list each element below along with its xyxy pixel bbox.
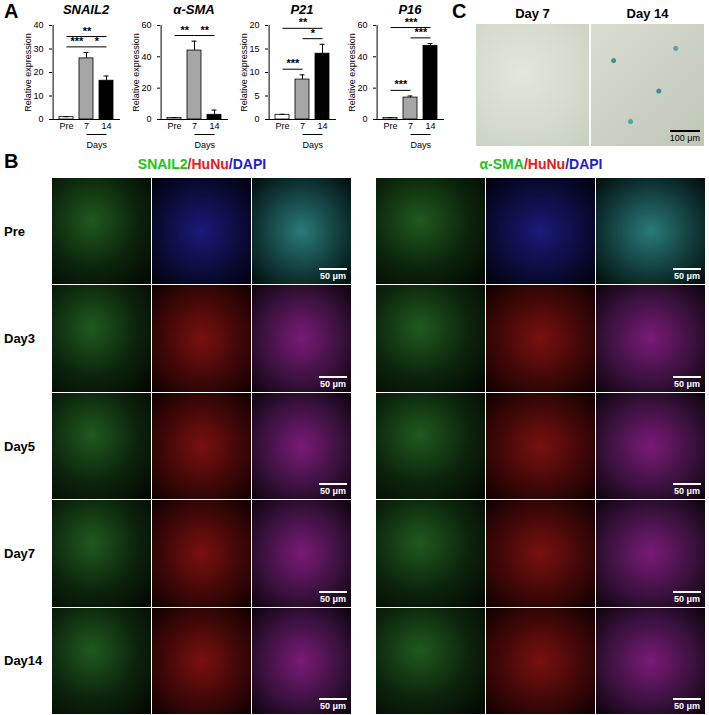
html-text:50 μm: 50 μm xyxy=(320,593,346,604)
html-text:α-SMA /HuNu /DAPI: α-SMA /HuNu /DAPI xyxy=(479,156,603,172)
svg-text:20: 20 xyxy=(249,20,259,30)
html-text:A: A xyxy=(4,0,19,22)
svg-text:**: ** xyxy=(181,24,190,36)
svg-text:5: 5 xyxy=(254,91,259,101)
html-text:SNAIL2 /HuNu /DAPI: SNAIL2 /HuNu /DAPI xyxy=(137,156,267,172)
svg-text:7: 7 xyxy=(300,121,305,131)
svg-text:Relative expression: Relative expression xyxy=(23,33,33,112)
html-text:50 μm: 50 μm xyxy=(320,378,346,389)
svg-text:**: ** xyxy=(299,16,308,28)
svg-text:***: *** xyxy=(414,26,428,38)
html-text:Pre: Pre xyxy=(4,223,25,239)
svg-text:Relative expression: Relative expression xyxy=(239,33,249,112)
html-text:Day14: Day14 xyxy=(4,653,43,669)
html-text:50 μm: 50 μm xyxy=(320,701,346,711)
svg-text:*: * xyxy=(95,35,100,47)
svg-text:60: 60 xyxy=(141,20,151,30)
svg-text:7: 7 xyxy=(192,121,197,131)
html-text:50 μm: 50 μm xyxy=(674,701,700,711)
svg-text:40: 40 xyxy=(141,52,151,62)
svg-text:20: 20 xyxy=(141,83,151,93)
html-text:B: B xyxy=(4,150,19,172)
html-text:α-SMA: α-SMA xyxy=(173,2,215,17)
svg-text:Pre: Pre xyxy=(275,121,289,131)
svg-text:Days: Days xyxy=(303,140,324,150)
svg-text:20: 20 xyxy=(33,67,43,77)
html-text:100 μm: 100 μm xyxy=(669,133,700,143)
html-text:50 μm: 50 μm xyxy=(674,378,700,389)
svg-text:*: * xyxy=(311,27,316,39)
svg-text:Pre: Pre xyxy=(59,121,73,131)
html-text:50 μm: 50 μm xyxy=(320,271,346,282)
html-text:50 μm: 50 μm xyxy=(674,486,700,497)
svg-text:40: 40 xyxy=(33,20,43,30)
svg-text:0: 0 xyxy=(254,114,259,124)
html-text:Day5: Day5 xyxy=(4,438,36,454)
html-text:Day 7: Day 7 xyxy=(515,6,550,21)
svg-text:Days: Days xyxy=(411,140,432,150)
html-text:50 μm: 50 μm xyxy=(674,271,700,282)
svg-text:Relative expression: Relative expression xyxy=(131,33,141,112)
svg-text:Days: Days xyxy=(195,140,216,150)
html-text:50 μm: 50 μm xyxy=(674,593,700,604)
html-text:Day 14: Day 14 xyxy=(626,6,669,21)
svg-text:Days: Days xyxy=(87,140,108,150)
svg-text:0: 0 xyxy=(362,114,367,124)
svg-text:Relative expression: Relative expression xyxy=(347,33,357,112)
svg-text:10: 10 xyxy=(249,67,259,77)
html-text:P21: P21 xyxy=(290,2,314,17)
svg-text:14: 14 xyxy=(101,121,111,131)
svg-text:7: 7 xyxy=(84,121,89,131)
svg-text:60: 60 xyxy=(357,20,367,30)
svg-text:**: ** xyxy=(83,25,92,37)
svg-text:15: 15 xyxy=(249,44,259,54)
svg-text:***: *** xyxy=(286,57,300,69)
svg-text:10: 10 xyxy=(33,91,43,101)
html-text:SNAIL2: SNAIL2 xyxy=(62,2,110,17)
svg-text:14: 14 xyxy=(317,121,327,131)
svg-text:20: 20 xyxy=(357,83,367,93)
svg-text:14: 14 xyxy=(209,121,219,131)
html-text:Day3: Day3 xyxy=(4,331,36,347)
html-text:P16: P16 xyxy=(398,2,422,17)
svg-text:0: 0 xyxy=(146,114,151,124)
svg-text:***: *** xyxy=(70,35,84,47)
svg-text:***: *** xyxy=(394,78,408,90)
html-text:C: C xyxy=(452,0,467,22)
svg-text:***: *** xyxy=(405,16,419,28)
svg-text:**: ** xyxy=(201,24,210,36)
svg-text:14: 14 xyxy=(425,121,435,131)
html-text:50 μm: 50 μm xyxy=(320,486,346,497)
html-text:Day7: Day7 xyxy=(4,545,36,561)
svg-text:Pre: Pre xyxy=(383,121,397,131)
svg-text:Pre: Pre xyxy=(167,121,181,131)
svg-text:0: 0 xyxy=(38,114,43,124)
svg-text:7: 7 xyxy=(408,121,413,131)
svg-text:30: 30 xyxy=(33,44,43,54)
svg-text:40: 40 xyxy=(357,52,367,62)
